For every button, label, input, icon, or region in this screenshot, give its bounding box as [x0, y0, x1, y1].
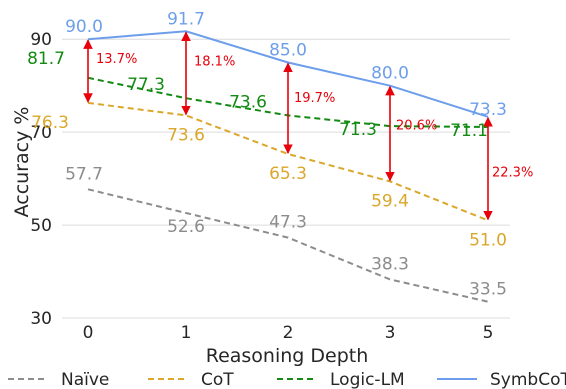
data-label: 52.6 — [167, 217, 205, 237]
legend-label: Naïve — [61, 370, 109, 389]
legend-label: Logic-LM — [330, 370, 405, 389]
data-label: 73.6 — [229, 92, 267, 112]
x-tick-label: 3 — [385, 323, 396, 343]
gap-label: 13.7% — [96, 52, 137, 67]
series-line-cot — [87, 101, 489, 222]
y-axis-label: Accuracy % — [11, 107, 33, 218]
data-label: 57.7 — [65, 164, 103, 184]
legend-item: CoT — [148, 370, 234, 389]
x-tick-label: 2 — [283, 323, 294, 343]
data-label: 33.5 — [469, 280, 507, 300]
gap-label: 20.6% — [396, 119, 437, 134]
y-tick-label: 70 — [30, 123, 52, 143]
data-label: 71.1 — [450, 121, 488, 141]
gap-annotations: 13.7% 18.1% 19.7% 20.6% 22.3% — [83, 31, 533, 221]
legend-item: Naïve — [8, 370, 109, 389]
x-tick-label: 0 — [83, 323, 94, 343]
y-tick-label: 90 — [30, 30, 52, 50]
x-tick-label: 1 — [181, 323, 192, 343]
legend-label: SymbCoT — [490, 370, 566, 389]
data-label: 76.3 — [31, 113, 69, 133]
data-label: 91.7 — [167, 9, 205, 29]
data-label: 77.3 — [127, 75, 165, 95]
legend-item: SymbCoT — [437, 370, 566, 389]
y-axis-ticks: 30 50 70 90 — [30, 30, 52, 329]
gap-label: 19.7% — [294, 91, 335, 106]
y-tick-label: 50 — [30, 216, 52, 236]
x-axis-label: Reasoning Depth — [206, 345, 369, 367]
data-label: 73.3 — [469, 100, 507, 120]
series-line-symbcot — [87, 30, 489, 118]
data-label: 65.3 — [269, 164, 307, 184]
series-line-na-ve — [87, 188, 489, 303]
x-axis-ticks: 0 1 2 3 5 — [83, 323, 494, 343]
y-tick-label: 30 — [30, 309, 52, 329]
data-label: 73.6 — [167, 125, 205, 145]
gap-label: 22.3% — [492, 166, 533, 181]
legend-label: CoT — [201, 370, 234, 389]
gap-label: 18.1% — [194, 54, 235, 69]
data-label: 85.0 — [269, 40, 307, 60]
data-label: 90.0 — [65, 17, 103, 37]
data-label: 47.3 — [269, 213, 307, 233]
data-label: 81.7 — [27, 49, 65, 69]
data-labels: 57.7 52.6 47.3 38.3 33.5 76.3 73.6 65.3 59.4 51.0… — [27, 9, 507, 299]
legend-item: Logic-LM — [277, 370, 405, 389]
data-label: 38.3 — [371, 254, 409, 274]
data-label: 51.0 — [469, 230, 507, 250]
data-label: 71.3 — [339, 120, 377, 140]
data-label: 59.4 — [371, 191, 409, 211]
legend: Naïve CoT Logic-LM SymbCoT — [8, 370, 566, 389]
x-tick-label: 5 — [483, 323, 494, 343]
data-label: 80.0 — [371, 64, 409, 84]
